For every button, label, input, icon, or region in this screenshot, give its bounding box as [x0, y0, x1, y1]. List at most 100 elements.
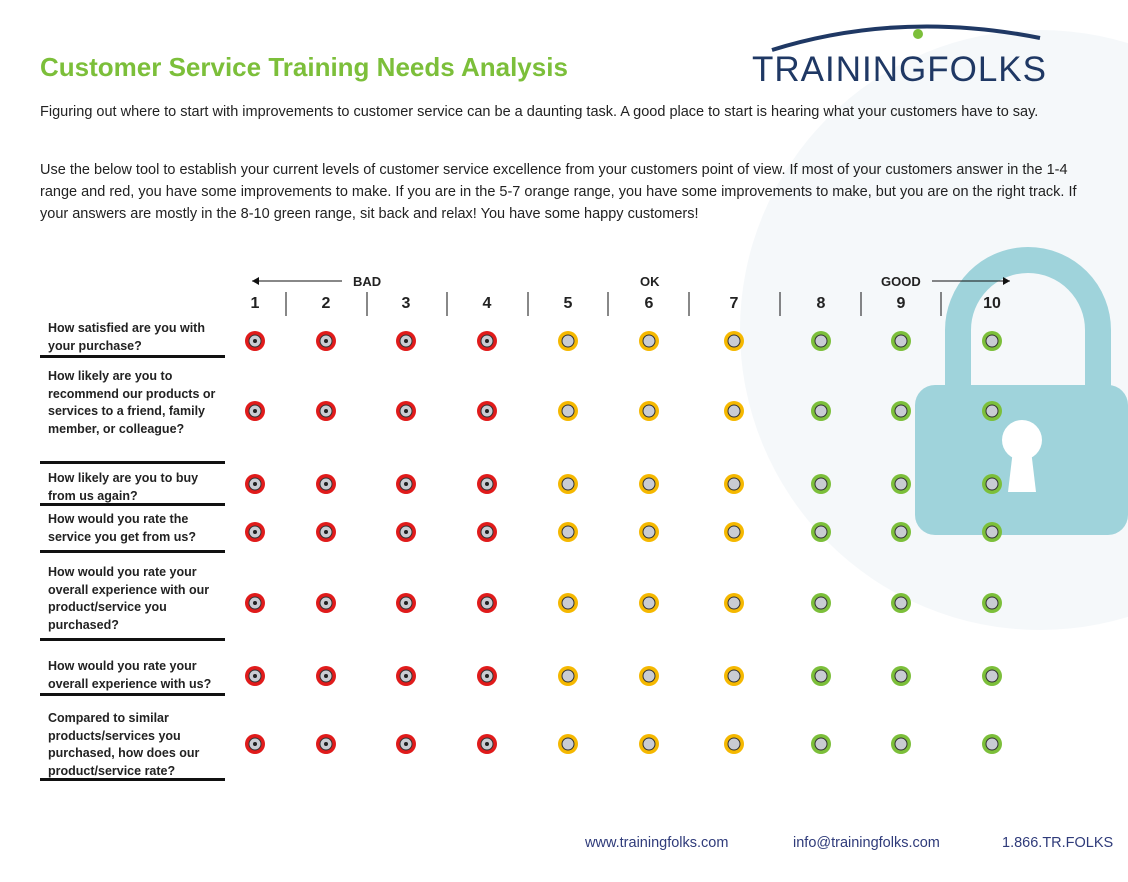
rating-option[interactable] [558, 331, 578, 351]
rating-option[interactable] [811, 666, 831, 686]
intro-text: Use the below tool to establish your cur… [40, 162, 1077, 222]
question-divider [40, 550, 225, 553]
radio-dot [253, 601, 257, 605]
footer-website[interactable]: www.trainingfolks.com [585, 835, 729, 851]
question-divider [40, 461, 225, 464]
rating-option[interactable] [891, 474, 911, 494]
rating-option[interactable] [558, 474, 578, 494]
intro-text: Figuring out where to start with improve… [40, 104, 1039, 120]
rating-option[interactable] [396, 734, 416, 754]
rating-option[interactable] [724, 331, 744, 351]
rating-option[interactable] [245, 666, 265, 686]
rating-option[interactable] [245, 593, 265, 613]
rating-option[interactable] [724, 522, 744, 542]
rating-option[interactable] [891, 666, 911, 686]
rating-option[interactable] [811, 734, 831, 754]
rating-option[interactable] [316, 666, 336, 686]
radio-inner [727, 334, 741, 348]
rating-option[interactable] [396, 401, 416, 421]
radio-inner [894, 525, 908, 539]
radio-inner [642, 737, 656, 751]
rating-option[interactable] [316, 593, 336, 613]
rating-option[interactable] [982, 593, 1002, 613]
question: How likely are you to buy from us again? [48, 471, 199, 503]
rating-option[interactable] [811, 474, 831, 494]
rating-option[interactable] [396, 593, 416, 613]
rating-option[interactable] [396, 331, 416, 351]
rating-option[interactable] [724, 593, 744, 613]
rating-option[interactable] [891, 331, 911, 351]
rating-option[interactable] [639, 401, 659, 421]
rating-option[interactable] [724, 666, 744, 686]
rating-option[interactable] [558, 666, 578, 686]
footer-email[interactable]: info@trainingfolks.com [793, 835, 940, 851]
rating-option[interactable] [724, 401, 744, 421]
rating-option[interactable] [811, 401, 831, 421]
radio-inner [814, 404, 828, 418]
rating-option[interactable] [639, 474, 659, 494]
question-divider [40, 778, 225, 781]
rating-option[interactable] [891, 734, 911, 754]
rating-option[interactable] [245, 734, 265, 754]
rating-option[interactable] [891, 401, 911, 421]
rating-option[interactable] [639, 593, 659, 613]
radio-inner [642, 596, 656, 610]
question-divider [40, 638, 225, 641]
rating-option[interactable] [558, 401, 578, 421]
rating-option[interactable] [396, 474, 416, 494]
rating-option[interactable] [245, 401, 265, 421]
rating-option[interactable] [477, 593, 497, 613]
rating-option[interactable] [982, 401, 1002, 421]
rating-option[interactable] [245, 522, 265, 542]
rating-option[interactable] [982, 474, 1002, 494]
rating-option[interactable] [558, 734, 578, 754]
radio-dot [324, 742, 328, 746]
rating-option[interactable] [811, 331, 831, 351]
rating-option[interactable] [811, 593, 831, 613]
rating-option[interactable] [245, 331, 265, 351]
radio-dot [404, 674, 408, 678]
radio-dot [404, 409, 408, 413]
radio-dot [404, 530, 408, 534]
rating-option[interactable] [558, 522, 578, 542]
rating-option[interactable] [982, 331, 1002, 351]
rating-number: 4 [482, 295, 492, 312]
rating-number: 1 [250, 295, 260, 312]
radio-inner [561, 596, 575, 610]
rating-option[interactable] [316, 474, 336, 494]
radio-inner [894, 737, 908, 751]
rating-option[interactable] [396, 666, 416, 686]
rating-option[interactable] [891, 593, 911, 613]
radio-inner [894, 477, 908, 491]
rating-option[interactable] [639, 331, 659, 351]
radio-dot [253, 339, 257, 343]
rating-option[interactable] [982, 666, 1002, 686]
rating-option[interactable] [982, 734, 1002, 754]
rating-option[interactable] [639, 666, 659, 686]
rating-number: 8 [816, 295, 826, 312]
rating-option[interactable] [477, 522, 497, 542]
rating-option[interactable] [396, 522, 416, 542]
radio-inner [814, 669, 828, 683]
radio-inner [894, 669, 908, 683]
rating-option[interactable] [245, 474, 265, 494]
rating-option[interactable] [891, 522, 911, 542]
rating-option[interactable] [639, 734, 659, 754]
rating-option[interactable] [811, 522, 831, 542]
rating-option[interactable] [316, 401, 336, 421]
rating-number: 3 [401, 295, 411, 312]
rating-option[interactable] [316, 331, 336, 351]
rating-option[interactable] [316, 522, 336, 542]
rating-option[interactable] [477, 401, 497, 421]
rating-option[interactable] [558, 593, 578, 613]
rating-option[interactable] [639, 522, 659, 542]
rating-option[interactable] [316, 734, 336, 754]
rating-option[interactable] [477, 331, 497, 351]
rating-option[interactable] [724, 474, 744, 494]
radio-inner [814, 334, 828, 348]
rating-option[interactable] [477, 666, 497, 686]
rating-option[interactable] [982, 522, 1002, 542]
rating-option[interactable] [477, 734, 497, 754]
rating-option[interactable] [724, 734, 744, 754]
rating-option[interactable] [477, 474, 497, 494]
